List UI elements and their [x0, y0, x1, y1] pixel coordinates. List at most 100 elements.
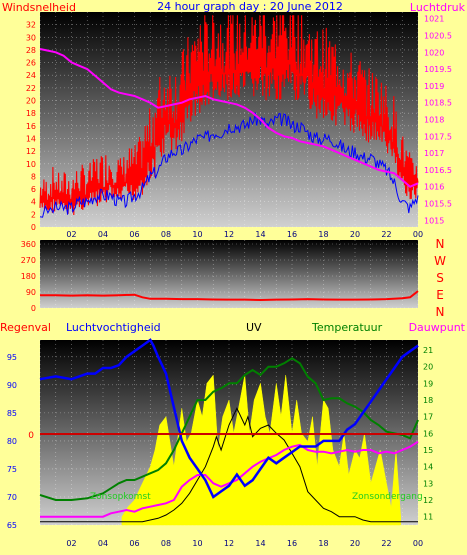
wind-speed-tick: 4: [31, 198, 36, 207]
temperature-tick: 11: [423, 513, 433, 522]
time-tick: 22: [381, 539, 391, 548]
humidity-temp-series: [39, 338, 419, 526]
wind-speed-tick: 6: [31, 185, 36, 194]
pressure-tick: 1015.5: [424, 199, 452, 208]
time-tick: 08: [161, 230, 171, 239]
wind-direction-line: [40, 290, 419, 302]
wind-speed-tick: 30: [26, 33, 36, 42]
pressure-tick: 1020.5: [424, 32, 452, 41]
wind-speed-tick: 2: [31, 210, 36, 219]
temperature-tick: 18: [423, 396, 433, 405]
temperature-tick: 16: [423, 429, 433, 438]
time-tick: 20: [350, 230, 360, 239]
uv-line: [40, 407, 418, 523]
temperature-tick: 19: [423, 379, 433, 388]
pressure-tick: 1017.5: [424, 132, 452, 141]
time-tick: 02: [66, 539, 76, 548]
humidity-ticks: 65 70 75 80 85 90 95: [7, 353, 17, 530]
time-tick: 10: [192, 230, 202, 239]
temperature-label: Temperatuur: [311, 321, 383, 334]
temperature-tick: 12: [423, 496, 433, 505]
uv-label: UV: [246, 321, 262, 334]
time-tick: 06: [129, 539, 139, 548]
pressure-tick: 1016: [424, 183, 444, 192]
temperature-tick: 21: [423, 346, 433, 355]
time-tick: 22: [381, 230, 391, 239]
temperature-tick: 20: [423, 363, 433, 372]
compass-label: N: [436, 305, 445, 319]
chart-title: 24 hour graph day : 20 June 2012: [157, 0, 343, 13]
pressure-label: Luchtdruk: [410, 1, 466, 14]
wind-gust-line: [39, 15, 419, 216]
humidity-label: Luchtvochtigheid: [66, 321, 161, 334]
humidity-tick: 90: [7, 381, 17, 390]
time-tick: 18: [318, 230, 328, 239]
wind-direction-ticks: 0 90 180 270 360: [21, 240, 36, 313]
humidity-tick: 80: [7, 437, 17, 446]
compass-label: N: [436, 237, 445, 251]
wind-direction-grid: [39, 240, 419, 309]
wind-speed-tick: 16: [26, 122, 36, 131]
wind-average-line: [39, 112, 419, 218]
wind-direction-tick: 0: [31, 304, 36, 313]
pressure-ticks: 1015 1015.5 1016 1016.5 1017 1017.5 1018 1018.5…: [424, 15, 452, 226]
time-tick: 12: [224, 539, 234, 548]
time-tick: 04: [98, 539, 108, 548]
wind-speed-tick: 0: [31, 223, 36, 232]
wind-direction-plot-area: [40, 240, 418, 308]
pressure-tick: 1020: [424, 48, 444, 57]
temperature-ticks: 11 12 13 14 15 16 17 18 19 20 21: [423, 346, 433, 522]
wind-speed-tick: 22: [26, 84, 36, 93]
dewpoint-line: [40, 440, 419, 518]
wind-direction-series: [40, 290, 419, 302]
wind-speed-tick: 26: [26, 59, 36, 68]
sunrise-annotation: Zonsopkomst: [90, 492, 151, 502]
wind-direction-tick: 180: [21, 272, 36, 281]
humidity-tick: 75: [7, 465, 17, 474]
pressure-line: [39, 48, 419, 188]
temperature-tick: 17: [423, 413, 433, 422]
temperature-line: [39, 357, 419, 501]
wind-speed-tick: 12: [26, 147, 36, 156]
humidity-tick: 65: [7, 521, 17, 530]
time-tick: 06: [129, 230, 139, 239]
rain-zero-label: 0: [28, 431, 34, 441]
humidity-tick: 70: [7, 493, 17, 502]
time-tick: 08: [161, 539, 171, 548]
compass-label: E: [436, 288, 444, 302]
time-tick: 04: [98, 230, 108, 239]
pressure-tick: 1015: [424, 216, 444, 225]
pressure-tick: 1019.5: [424, 65, 452, 74]
pressure-tick: 1018.5: [424, 99, 452, 108]
wind-speed-tick: 10: [26, 160, 36, 169]
wind-direction-tick: 270: [21, 256, 36, 265]
time-tick: 16: [287, 539, 297, 548]
humidity-tick: 85: [7, 409, 17, 418]
time-tick: 00: [413, 230, 423, 239]
time-tick: 18: [318, 539, 328, 548]
compass-label: S: [436, 271, 444, 285]
pressure-tick: 1016.5: [424, 166, 452, 175]
wind-speed-label: Windsnelheid: [2, 1, 76, 14]
humidity-tick: 95: [7, 353, 17, 362]
wind-speed-tick: 20: [26, 97, 36, 106]
wind-speed-tick: 18: [26, 109, 36, 118]
dewpoint-label: Dauwpunt: [409, 321, 466, 334]
wind-speed-tick: 8: [31, 172, 36, 181]
temperature-tick: 14: [423, 463, 433, 472]
time-tick: 10: [192, 539, 202, 548]
time-tick: 14: [255, 539, 265, 548]
pressure-tick: 1018: [424, 116, 444, 125]
time-tick: 16: [287, 230, 297, 239]
wind-direction-tick: 360: [21, 240, 36, 249]
time-tick: 00: [413, 539, 423, 548]
time-ticks-bottom: 02 04 06 08 10 12 14 16 18 20 22 00: [66, 539, 423, 548]
wind-speed-tick: 28: [26, 46, 36, 55]
time-tick: 20: [350, 539, 360, 548]
